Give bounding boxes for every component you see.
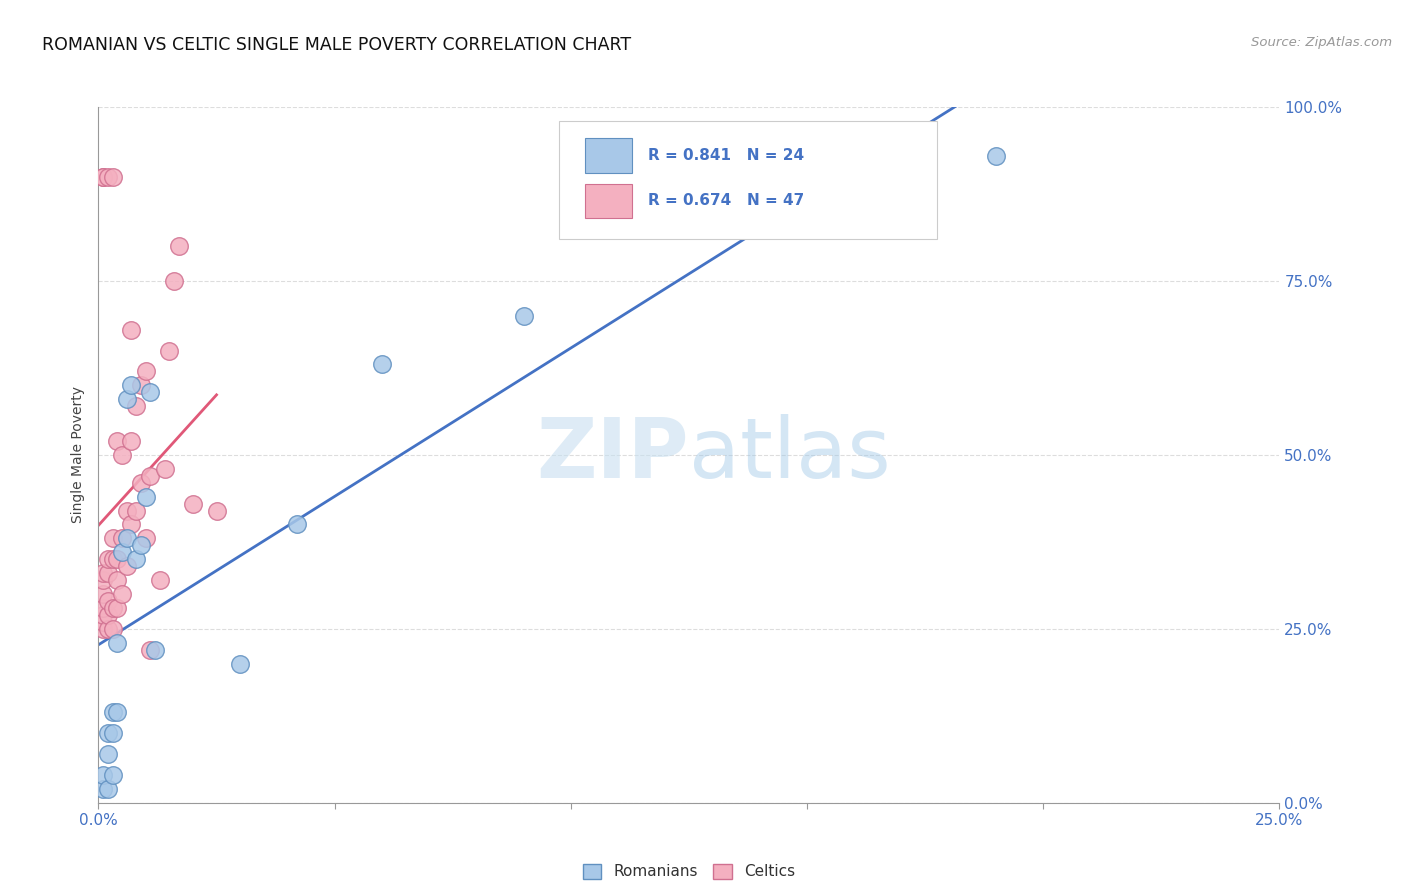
Point xyxy=(143,642,166,657)
Point xyxy=(101,768,124,782)
Point xyxy=(91,607,114,622)
Point xyxy=(129,475,152,490)
Point xyxy=(181,497,204,511)
Point xyxy=(115,532,138,546)
Point xyxy=(101,601,124,615)
Point xyxy=(97,169,120,184)
Point xyxy=(105,706,128,720)
Point xyxy=(91,768,114,782)
Point xyxy=(125,552,148,566)
Point xyxy=(101,532,124,546)
Point xyxy=(121,517,143,532)
Point xyxy=(121,323,143,337)
Point xyxy=(105,601,128,615)
Point xyxy=(97,594,120,608)
Point xyxy=(101,169,124,184)
Text: R = 0.674   N = 47: R = 0.674 N = 47 xyxy=(648,194,804,209)
Point xyxy=(97,566,120,581)
Point xyxy=(101,706,124,720)
Point xyxy=(97,781,120,796)
Point xyxy=(91,169,114,184)
Point xyxy=(139,642,162,657)
Text: R = 0.841   N = 24: R = 0.841 N = 24 xyxy=(648,148,804,163)
Point xyxy=(111,532,134,546)
Point xyxy=(229,657,252,671)
Point xyxy=(91,601,114,615)
Y-axis label: Single Male Poverty: Single Male Poverty xyxy=(72,386,86,524)
Point xyxy=(163,274,186,288)
FancyBboxPatch shape xyxy=(560,121,936,239)
FancyBboxPatch shape xyxy=(585,184,633,219)
Point xyxy=(101,726,124,740)
Point xyxy=(121,434,143,448)
Point xyxy=(111,587,134,601)
Point xyxy=(91,573,114,587)
Point xyxy=(135,364,157,378)
Point xyxy=(153,462,176,476)
Point xyxy=(91,566,114,581)
Point xyxy=(139,468,162,483)
Point xyxy=(91,587,114,601)
Text: atlas: atlas xyxy=(689,415,890,495)
Text: ZIP: ZIP xyxy=(537,415,689,495)
Point xyxy=(135,532,157,546)
Point xyxy=(97,552,120,566)
Point xyxy=(149,573,172,587)
Point xyxy=(139,385,162,400)
Point xyxy=(97,747,120,761)
Point xyxy=(129,538,152,552)
Point xyxy=(129,378,152,392)
Point xyxy=(91,615,114,629)
Point xyxy=(111,545,134,559)
Point xyxy=(97,607,120,622)
Point xyxy=(115,503,138,517)
Point xyxy=(101,552,124,566)
Point xyxy=(167,239,190,253)
Point xyxy=(205,503,228,517)
Point xyxy=(111,448,134,462)
Legend: Romanians, Celtics: Romanians, Celtics xyxy=(576,857,801,886)
Point xyxy=(105,552,128,566)
Point xyxy=(121,378,143,392)
Point xyxy=(115,559,138,574)
Point xyxy=(105,434,128,448)
Text: ROMANIAN VS CELTIC SINGLE MALE POVERTY CORRELATION CHART: ROMANIAN VS CELTIC SINGLE MALE POVERTY C… xyxy=(42,36,631,54)
Point xyxy=(105,636,128,650)
Point xyxy=(97,622,120,636)
Point xyxy=(97,726,120,740)
Point xyxy=(125,399,148,413)
Point xyxy=(371,358,394,372)
Point xyxy=(125,503,148,517)
Point xyxy=(285,517,308,532)
Point xyxy=(115,392,138,407)
Point xyxy=(135,490,157,504)
Point xyxy=(91,781,114,796)
Point xyxy=(91,622,114,636)
Point xyxy=(91,169,114,184)
Point xyxy=(984,149,1007,163)
Point xyxy=(512,309,534,323)
Point xyxy=(157,343,180,358)
Text: Source: ZipAtlas.com: Source: ZipAtlas.com xyxy=(1251,36,1392,49)
FancyBboxPatch shape xyxy=(585,138,633,173)
Point xyxy=(101,622,124,636)
Point xyxy=(105,573,128,587)
